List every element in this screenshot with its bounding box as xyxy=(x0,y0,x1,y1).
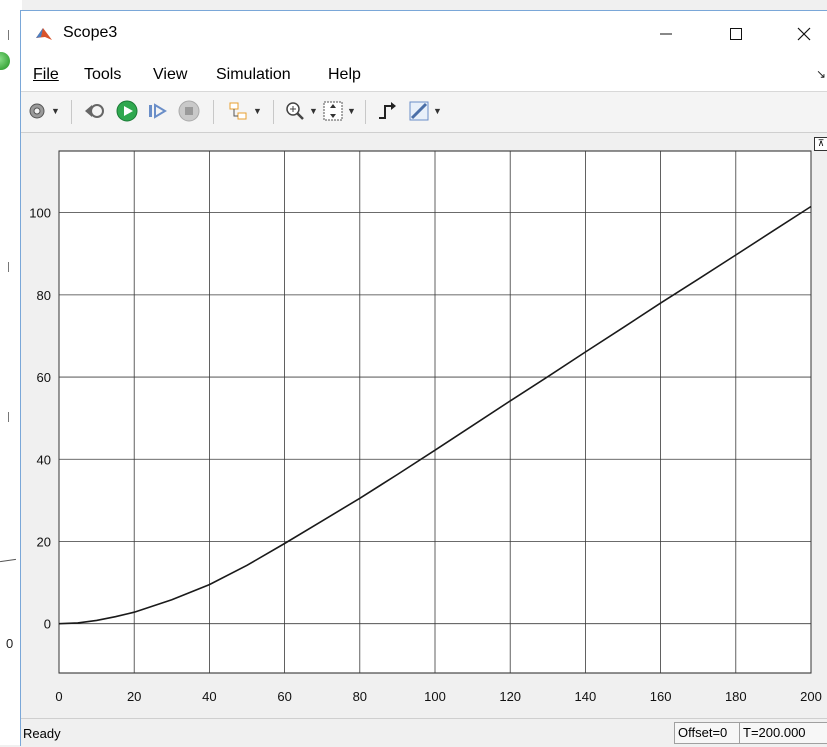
measurements-icon xyxy=(409,101,429,121)
x-tick-label: 200 xyxy=(800,689,822,704)
background-label: 0 xyxy=(6,636,14,651)
x-tick-label: 100 xyxy=(424,689,446,704)
zoom-in-button[interactable] xyxy=(283,99,307,123)
scale-axes-icon xyxy=(323,101,343,121)
x-tick-label: 20 xyxy=(127,689,141,704)
stop-button[interactable] xyxy=(177,99,201,123)
highlight-dropdown-icon[interactable]: ▼ xyxy=(253,106,262,116)
background-signal-line xyxy=(0,558,16,563)
menu-file[interactable]: File xyxy=(33,66,59,83)
close-icon xyxy=(797,27,811,41)
settings-button[interactable] xyxy=(25,99,49,123)
undock-arrow-icon[interactable]: ↘ xyxy=(815,67,826,81)
toolbar-separator xyxy=(365,100,366,124)
title-bar[interactable]: Scope3 xyxy=(21,11,827,57)
axes-expand-icon[interactable]: ⊼ xyxy=(814,137,827,151)
status-bar: Ready Offset=0 T=200.000 xyxy=(21,718,827,747)
maximize-button[interactable] xyxy=(713,11,759,57)
menu-view[interactable]: View xyxy=(153,66,188,83)
measurements-dropdown-icon[interactable]: ▼ xyxy=(433,106,442,116)
x-tick-label: 160 xyxy=(650,689,672,704)
x-tick-label: 40 xyxy=(202,689,216,704)
scale-axes-button[interactable] xyxy=(321,99,345,123)
scope-chart[interactable]: 0 20 40 60 80 100 120 140 160 180 200 0 20 40 60 80 100 xyxy=(21,133,827,718)
zoom-dropdown-icon[interactable]: ▼ xyxy=(309,106,318,116)
status-time: T=200.000 xyxy=(739,722,827,744)
minimize-icon xyxy=(660,33,672,35)
background-tick xyxy=(8,412,9,422)
run-button[interactable] xyxy=(115,99,139,123)
step-forward-button[interactable] xyxy=(145,99,169,123)
settings-icon xyxy=(29,103,45,119)
x-tick-label: 80 xyxy=(353,689,367,704)
menu-tools[interactable]: Tools xyxy=(84,66,122,83)
run-icon xyxy=(116,100,138,122)
menu-simulation[interactable]: Simulation xyxy=(216,66,291,83)
signal-line xyxy=(58,205,812,625)
minimize-button[interactable] xyxy=(643,11,689,57)
y-tick-label: 40 xyxy=(37,452,51,467)
status-ready-text: Ready xyxy=(23,726,61,741)
scale-dropdown-icon[interactable]: ▼ xyxy=(347,106,356,116)
x-tick-label: 60 xyxy=(277,689,291,704)
background-window-strip: 0 xyxy=(0,0,22,745)
menu-bar: File Tools View Simulation Help ↘ xyxy=(21,57,827,92)
measurements-button[interactable] xyxy=(407,99,431,123)
y-tick-label: 20 xyxy=(37,534,51,549)
y-tick-label: 60 xyxy=(37,370,51,385)
toolbar-separator xyxy=(71,100,72,124)
step-back-icon xyxy=(85,104,104,118)
window-title: Scope3 xyxy=(63,24,118,41)
y-tick-label: 100 xyxy=(29,206,51,221)
x-tick-label: 0 xyxy=(55,689,62,704)
background-tick xyxy=(8,262,9,272)
x-tick-label: 180 xyxy=(725,689,747,704)
x-tick-label: 120 xyxy=(499,689,521,704)
maximize-icon xyxy=(730,28,742,40)
x-tick-label: 140 xyxy=(575,689,597,704)
close-button[interactable] xyxy=(781,11,827,57)
toolbar: ▼ ▼ xyxy=(21,92,827,133)
scope-plot-area: 0 20 40 60 80 100 120 140 160 180 200 0 20 40 60 80 100 … xyxy=(21,133,827,718)
step-back-button[interactable] xyxy=(83,99,107,123)
menu-help[interactable]: Help xyxy=(328,66,361,83)
highlight-block-icon xyxy=(229,102,247,120)
matlab-icon xyxy=(36,28,52,40)
settings-dropdown-icon[interactable]: ▼ xyxy=(51,106,60,116)
scope-window: Scope3 File Tools View Simulation Help ↘… xyxy=(20,10,827,747)
triggers-button[interactable] xyxy=(375,99,399,123)
triggers-icon xyxy=(379,102,396,119)
status-offset: Offset=0 xyxy=(674,722,744,744)
highlight-block-button[interactable] xyxy=(227,99,251,123)
toolbar-separator xyxy=(213,100,214,124)
background-tick xyxy=(8,30,9,40)
y-tick-label: 80 xyxy=(37,288,51,303)
stop-icon xyxy=(178,100,200,122)
step-forward-icon xyxy=(149,103,167,119)
y-tick-label: 0 xyxy=(44,617,51,632)
background-run-icon xyxy=(0,52,10,70)
toolbar-separator xyxy=(273,100,274,124)
zoom-in-icon xyxy=(286,102,304,120)
